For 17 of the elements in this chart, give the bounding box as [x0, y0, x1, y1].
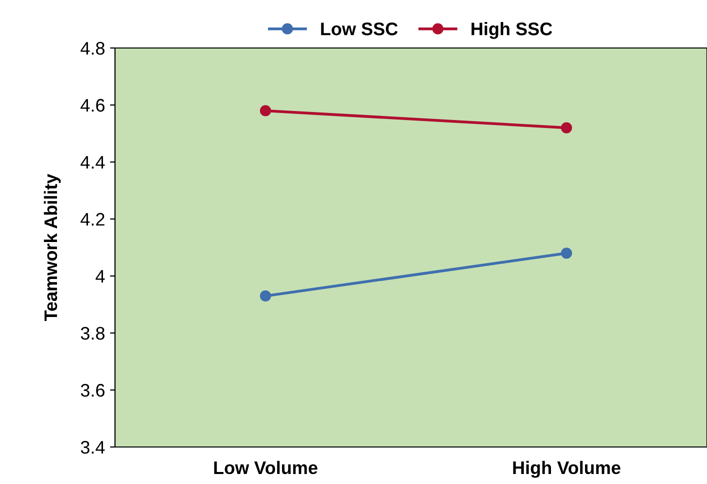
y-tick-label: 3.4 — [80, 440, 105, 454]
y-tick-label: 4.6 — [80, 98, 104, 112]
point — [260, 290, 272, 302]
point — [260, 105, 272, 116]
legend-label: Low SSC — [321, 22, 398, 36]
y-tick-label: 3.6 — [80, 384, 104, 397]
y-tick-label: 4.8 — [80, 42, 104, 55]
point — [560, 248, 572, 259]
x-tick-label: Low Volume — [214, 460, 318, 474]
y-tick-label: 4.2 — [80, 212, 104, 226]
y-tick-label: 4 — [96, 270, 105, 283]
point — [560, 122, 572, 134]
x-tick-label: High Volume — [513, 460, 620, 478]
legend-label: High SSC — [472, 22, 552, 39]
y-axis-title: Teamwork Ability — [44, 174, 61, 322]
y-tick-label: 3.8 — [80, 326, 104, 340]
y-tick-label: 4.4 — [80, 156, 105, 169]
